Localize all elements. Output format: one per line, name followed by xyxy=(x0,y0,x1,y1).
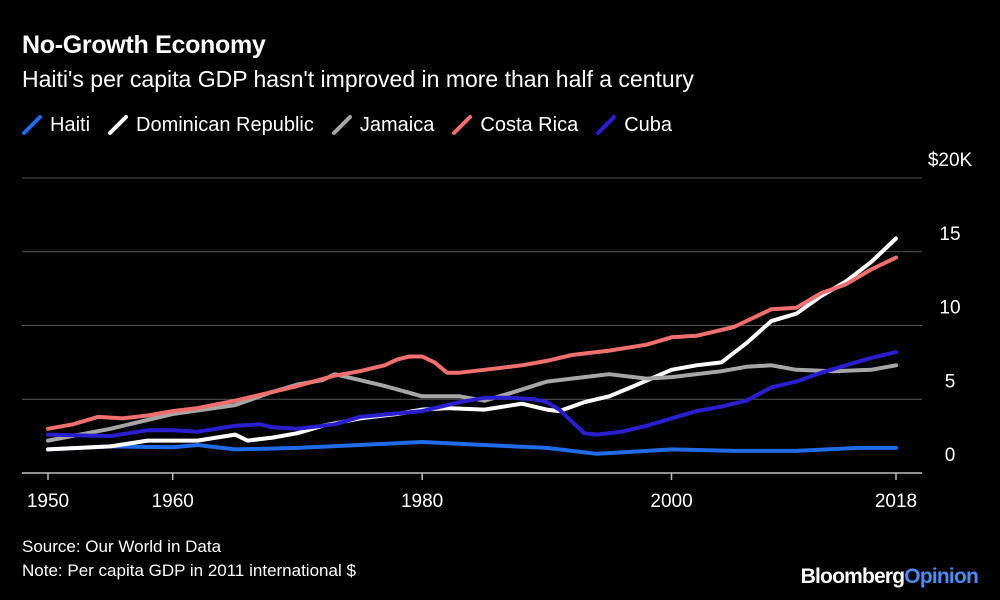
x-tick-label-1950: 1950 xyxy=(27,491,69,512)
chart-title: No-Growth Economy xyxy=(22,31,266,59)
brand-logo-main: Bloomberg xyxy=(800,565,905,588)
legend-item-jamaica: Jamaica xyxy=(330,113,434,137)
x-tick-label-2000: 2000 xyxy=(650,491,692,512)
series-line-dominican-republic xyxy=(46,236,898,452)
legend: Haiti Dominican Republic Jamaica Costa R… xyxy=(20,113,688,137)
x-tick-label-1960: 1960 xyxy=(152,491,194,512)
legend-swatch-cuba xyxy=(594,113,618,137)
legend-item-cuba: Cuba xyxy=(594,113,672,137)
x-tick-label-2018: 2018 xyxy=(875,491,917,512)
source-note: Source: Our World in Data xyxy=(22,537,222,556)
legend-item-haiti: Haiti xyxy=(20,113,90,137)
brand-logo-accent: Opinion xyxy=(904,565,979,588)
y-tick-label-5000: 5 xyxy=(945,371,956,392)
legend-item-costa-rica: Costa Rica xyxy=(450,113,578,137)
legend-swatch-haiti xyxy=(20,113,44,137)
series-line-costa-rica xyxy=(46,255,898,431)
x-tick-label-1980: 1980 xyxy=(401,491,443,512)
legend-swatch-costa-rica xyxy=(450,113,474,137)
legend-label-haiti: Haiti xyxy=(50,113,91,136)
y-tick-label-20000: $20K xyxy=(928,150,973,171)
chart-subtitle: Haiti's per capita GDP hasn't improved i… xyxy=(22,66,694,92)
y-tick-label-0: 0 xyxy=(945,445,956,466)
legend-label-jamaica: Jamaica xyxy=(359,113,435,136)
y-tick-label-15000: 15 xyxy=(939,224,960,245)
footnote: Note: Per capita GDP in 2011 internation… xyxy=(22,561,356,580)
legend-label-costa-rica: Costa Rica xyxy=(480,113,579,136)
series-line-haiti xyxy=(46,440,898,456)
y-tick-label-10000: 10 xyxy=(939,298,960,319)
legend-label-cuba: Cuba xyxy=(624,113,672,136)
series-line-cuba xyxy=(46,350,898,439)
legend-label-dominican-republic: Dominican Republic xyxy=(136,113,314,136)
legend-swatch-jamaica xyxy=(330,113,354,137)
legend-item-dominican-republic: Dominican Republic xyxy=(106,113,314,137)
legend-swatch-dominican-republic xyxy=(106,113,130,137)
brand-logo: BloombergOpinion xyxy=(800,565,979,589)
